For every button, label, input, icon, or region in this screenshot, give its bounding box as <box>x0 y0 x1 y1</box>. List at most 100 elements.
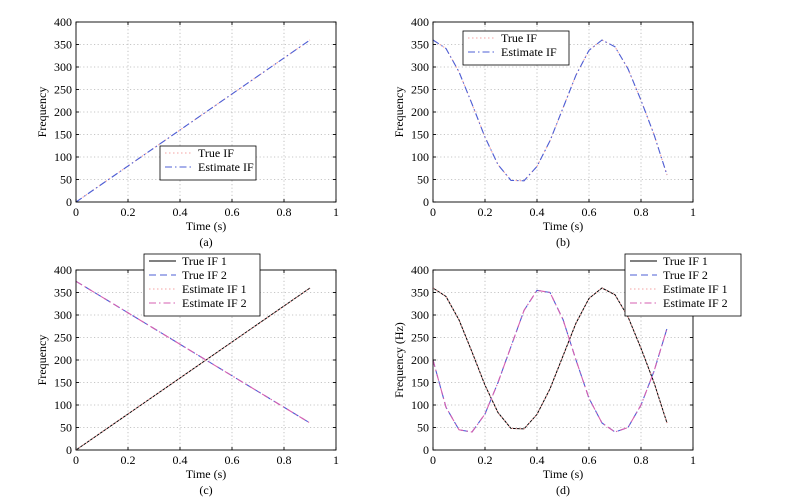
x-tick-label: 0.4 <box>530 453 545 467</box>
series-line <box>75 287 311 451</box>
y-tick-label: 150 <box>54 376 72 390</box>
y-tick-label: 300 <box>54 60 72 74</box>
y-tick-label: 150 <box>54 128 72 142</box>
y-tick-label: 350 <box>54 286 72 300</box>
y-tick-label: 300 <box>54 308 72 322</box>
x-axis-label: Time (s) <box>186 467 227 481</box>
y-tick-label: 100 <box>54 150 72 164</box>
panel-c: 0 0.2 0.4 0.6 0.8 1 0 50 100 150 200 250 300 350 400 Ti… <box>35 253 339 481</box>
y-tick-label: 400 <box>54 263 72 277</box>
y-tick-label: 400 <box>411 263 429 277</box>
x-tick-label: 0.8 <box>277 205 292 219</box>
caption-d: (d) <box>556 483 570 497</box>
y-axis-label: Frequency <box>35 335 49 386</box>
x-axis-label: Time (s) <box>186 219 227 233</box>
legend-box <box>143 253 261 317</box>
y-tick-label: 350 <box>54 38 72 52</box>
y-tick-label: 200 <box>54 105 72 119</box>
legend-label: True IF 1 <box>663 254 708 268</box>
y-tick-label: 0 <box>423 443 429 457</box>
y-tick-label: 50 <box>417 421 429 435</box>
x-tick-label: 1 <box>333 453 339 467</box>
y-tick-label: 200 <box>411 353 429 367</box>
y-axis-label: Frequency (Hz) <box>392 322 406 398</box>
legend-label: True IF 2 <box>182 268 227 282</box>
y-tick-label: 350 <box>411 286 429 300</box>
caption-a: (a) <box>199 235 212 249</box>
y-axis-label: Frequency <box>392 87 406 138</box>
y-tick-label: 300 <box>411 60 429 74</box>
x-tick-label: 0.2 <box>478 453 493 467</box>
x-tick-label: 0.6 <box>582 453 597 467</box>
legend-label: True IF 2 <box>663 268 708 282</box>
y-tick-label: 200 <box>54 353 72 367</box>
x-tick-label: 0.8 <box>277 453 292 467</box>
x-tick-label: 0.8 <box>634 205 649 219</box>
x-tick-label: 0 <box>430 453 436 467</box>
y-tick-label: 100 <box>411 150 429 164</box>
series-line <box>432 289 668 433</box>
x-tick-label: 0.6 <box>582 205 597 219</box>
y-tick-label: 200 <box>411 105 429 119</box>
series-line <box>432 287 668 430</box>
y-tick-label: 50 <box>60 173 72 187</box>
panel-a: 0 0.2 0.4 0.6 0.8 1 0 50 100 150 200 250 300 350 400 Ti… <box>35 15 339 233</box>
x-tick-label: 0.2 <box>121 453 136 467</box>
legend-box <box>462 30 570 66</box>
y-tick-label: 50 <box>60 421 72 435</box>
y-tick-label: 150 <box>411 376 429 390</box>
x-tick-label: 0.4 <box>173 453 188 467</box>
y-tick-label: 250 <box>54 83 72 97</box>
x-tick-label: 0 <box>73 205 79 219</box>
x-tick-label: 0.8 <box>634 453 649 467</box>
x-axis-label: Time (s) <box>543 219 584 233</box>
y-tick-label: 350 <box>411 38 429 52</box>
caption-c: (c) <box>199 483 212 497</box>
legend-label: True IF <box>501 31 537 45</box>
legend-label: True IF <box>198 146 234 160</box>
legend-label: Estimate IF <box>501 45 557 59</box>
legend-label: True IF 1 <box>182 254 227 268</box>
y-tick-label: 100 <box>54 398 72 412</box>
y-tick-label: 150 <box>411 128 429 142</box>
series-line <box>432 39 668 182</box>
legend-label: Estimate IF 1 <box>182 282 247 296</box>
y-tick-label: 250 <box>54 331 72 345</box>
panel-b: 0 0.2 0.4 0.6 0.8 1 0 50 100 150 200 250 300 350 400 Ti… <box>392 15 696 233</box>
x-tick-label: 0.6 <box>225 205 240 219</box>
legend-label: Estimate IF 1 <box>663 282 728 296</box>
x-tick-label: 0.6 <box>225 453 240 467</box>
legend-box <box>159 145 257 181</box>
x-tick-label: 1 <box>333 205 339 219</box>
x-axis-label: Time (s) <box>543 467 584 481</box>
y-tick-label: 0 <box>66 443 72 457</box>
y-axis-label: Frequency <box>35 87 49 138</box>
y-tick-label: 250 <box>411 83 429 97</box>
legend-label: Estimate IF 2 <box>663 296 728 310</box>
y-tick-label: 100 <box>411 398 429 412</box>
x-tick-label: 1 <box>690 453 696 467</box>
legend-box <box>624 253 742 317</box>
x-tick-label: 0.4 <box>530 205 545 219</box>
x-tick-label: 0 <box>430 205 436 219</box>
y-tick-label: 250 <box>411 331 429 345</box>
x-tick-label: 0.2 <box>478 205 493 219</box>
legend-label: Estimate IF 2 <box>182 296 247 310</box>
y-tick-label: 400 <box>54 15 72 29</box>
y-tick-label: 50 <box>417 173 429 187</box>
y-tick-label: 400 <box>411 15 429 29</box>
caption-b: (b) <box>556 235 570 249</box>
legend-label: Estimate IF <box>198 160 254 174</box>
panel-d: 0 0.2 0.4 0.6 0.8 1 0 50 100 150 200 250 300 350 400 Ti… <box>392 253 742 481</box>
series-line <box>75 39 311 203</box>
x-tick-label: 0.4 <box>173 205 188 219</box>
series-line <box>75 280 311 424</box>
x-tick-label: 1 <box>690 205 696 219</box>
x-tick-label: 0 <box>73 453 79 467</box>
x-tick-label: 0.2 <box>121 205 136 219</box>
y-tick-label: 0 <box>66 195 72 209</box>
